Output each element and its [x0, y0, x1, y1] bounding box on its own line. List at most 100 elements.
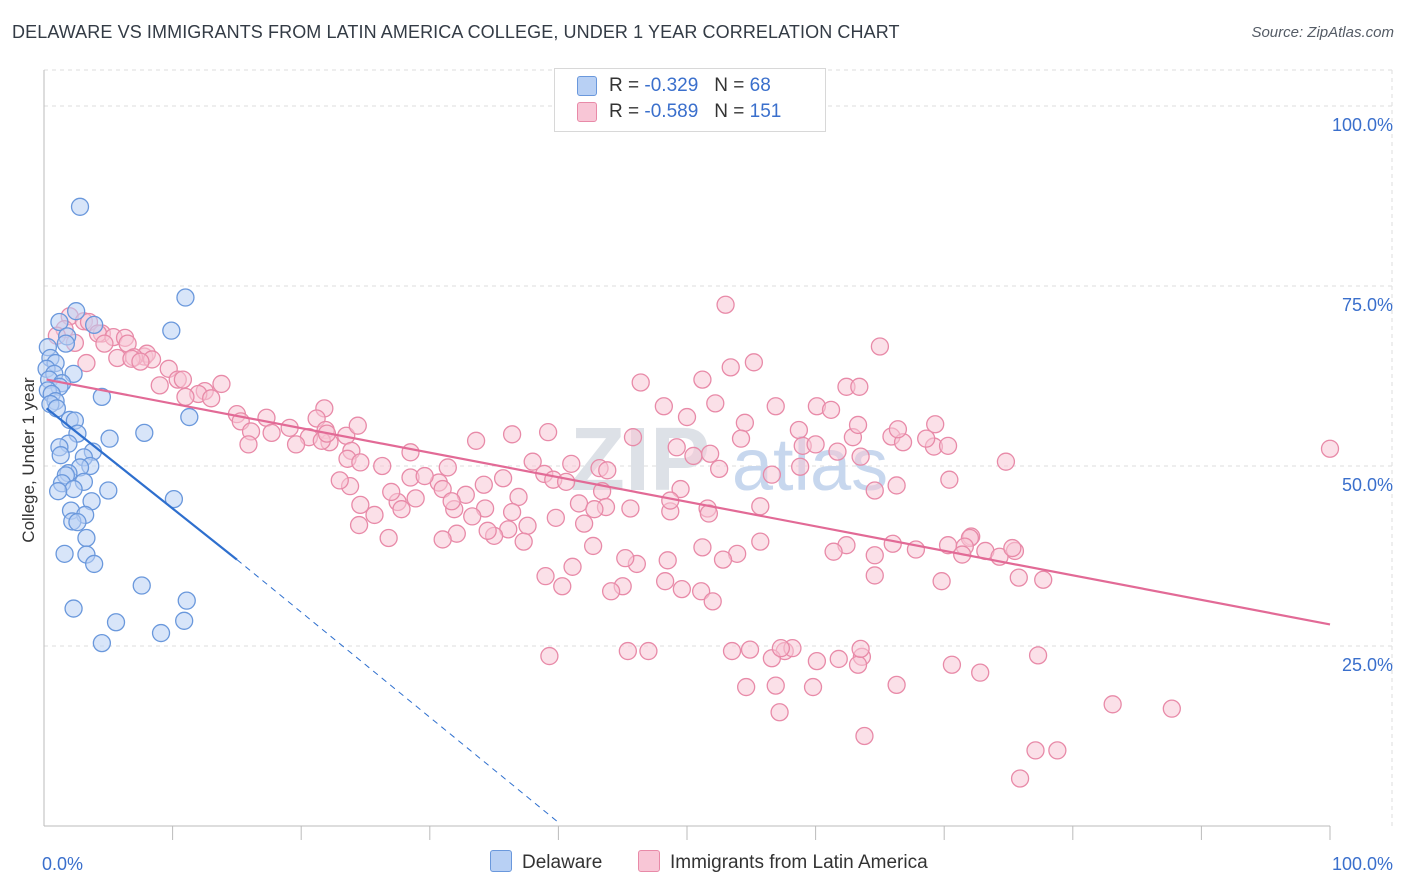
- data-point: [466, 431, 486, 450]
- data-point: [713, 550, 733, 569]
- data-point: [1009, 568, 1028, 587]
- data-point: [162, 321, 181, 340]
- data-point: [807, 651, 827, 671]
- data-point: [536, 567, 555, 586]
- data-point: [85, 315, 104, 335]
- data-point: [672, 579, 692, 599]
- data-point: [870, 337, 890, 356]
- data-point: [348, 416, 367, 435]
- data-point: [64, 479, 83, 499]
- data-point: [415, 466, 434, 486]
- source-label: Source: ZipAtlas.com: [1251, 24, 1394, 41]
- data-point: [766, 676, 785, 695]
- data-point: [1103, 695, 1122, 714]
- data-point: [106, 613, 126, 632]
- data-point: [180, 407, 199, 427]
- data-point: [55, 544, 74, 563]
- data-point: [693, 370, 712, 389]
- data-point: [940, 470, 959, 489]
- data-point: [239, 435, 258, 454]
- data-point: [766, 397, 785, 416]
- data-point: [474, 475, 493, 494]
- data-point: [829, 649, 848, 669]
- data-point: [917, 429, 936, 448]
- data-point: [671, 479, 690, 499]
- data-point: [598, 461, 617, 480]
- data-point: [164, 489, 184, 509]
- data-point: [601, 582, 621, 601]
- data-point: [574, 514, 594, 533]
- r-label: R =: [609, 75, 640, 96]
- data-point: [740, 640, 760, 659]
- data-point: [737, 677, 756, 697]
- y-axis-label: College, Under 1 year: [19, 377, 38, 543]
- data-point: [821, 400, 841, 419]
- data-point: [771, 639, 791, 658]
- data-point: [848, 655, 868, 674]
- tick-labels: 25.0% 50.0% 75.0% 100.0% 0.0% 100.0%: [42, 115, 1393, 874]
- data-point: [177, 591, 196, 610]
- data-point: [996, 452, 1016, 471]
- data-point: [349, 515, 369, 535]
- y-tick-label: 100.0%: [1332, 115, 1393, 135]
- data-point: [135, 423, 154, 443]
- grid-lines: [44, 69, 1393, 826]
- data-point: [493, 469, 513, 488]
- n-label: N =: [714, 75, 745, 96]
- legend-row-delaware: R = -0.329 N = 68: [577, 75, 771, 101]
- data-point: [556, 472, 576, 491]
- data-point: [938, 436, 958, 455]
- data-point: [365, 505, 384, 525]
- data-point: [616, 549, 635, 568]
- data-point: [851, 447, 870, 466]
- data-point: [1162, 699, 1181, 718]
- data-point: [654, 397, 674, 416]
- data-point: [433, 530, 452, 549]
- data-point: [67, 302, 86, 321]
- data-point: [442, 492, 461, 511]
- data-point: [95, 334, 114, 353]
- data-point: [865, 481, 884, 500]
- legend-swatch-delaware: [577, 75, 597, 96]
- data-point: [563, 557, 582, 576]
- data-point: [710, 459, 729, 479]
- data-point: [693, 538, 712, 557]
- data-point: [56, 334, 76, 353]
- data-point: [789, 420, 809, 440]
- data-point: [751, 497, 770, 516]
- bottom-legend-label-latin-america: Immigrants from Latin America: [670, 852, 928, 874]
- n-label: N =: [714, 101, 745, 122]
- data-point: [569, 494, 589, 513]
- data-point: [1010, 769, 1030, 788]
- trend-lines: [45, 378, 1331, 823]
- data-point: [406, 489, 425, 508]
- data-point: [744, 353, 764, 372]
- data-point: [509, 487, 528, 507]
- data-point: [173, 370, 193, 389]
- trend-line-delaware-extension: [236, 559, 559, 823]
- bottom-legend-label-delaware: Delaware: [522, 852, 603, 874]
- data-point: [373, 456, 392, 476]
- data-point: [1028, 646, 1048, 665]
- data-point: [735, 413, 755, 432]
- data-point: [942, 655, 962, 674]
- data-point: [655, 572, 675, 591]
- data-point: [50, 312, 69, 332]
- legend-row-latin-america: R = -0.589 N = 151: [577, 101, 781, 127]
- data-point: [1320, 439, 1340, 458]
- data-point: [731, 429, 751, 448]
- data-point: [401, 443, 420, 462]
- y-tick-label: 25.0%: [1342, 655, 1393, 675]
- data-point: [751, 532, 770, 551]
- data-point: [691, 582, 711, 601]
- data-point: [538, 423, 558, 442]
- chart-title: DELAWARE VS IMMIGRANTS FROM LATIN AMERIC…: [12, 22, 900, 42]
- data-point: [770, 703, 789, 722]
- data-point: [151, 623, 171, 643]
- data-point: [887, 476, 906, 495]
- data-point: [971, 663, 990, 682]
- data-point: [848, 415, 868, 435]
- data-point: [77, 528, 96, 548]
- data-point: [77, 353, 96, 373]
